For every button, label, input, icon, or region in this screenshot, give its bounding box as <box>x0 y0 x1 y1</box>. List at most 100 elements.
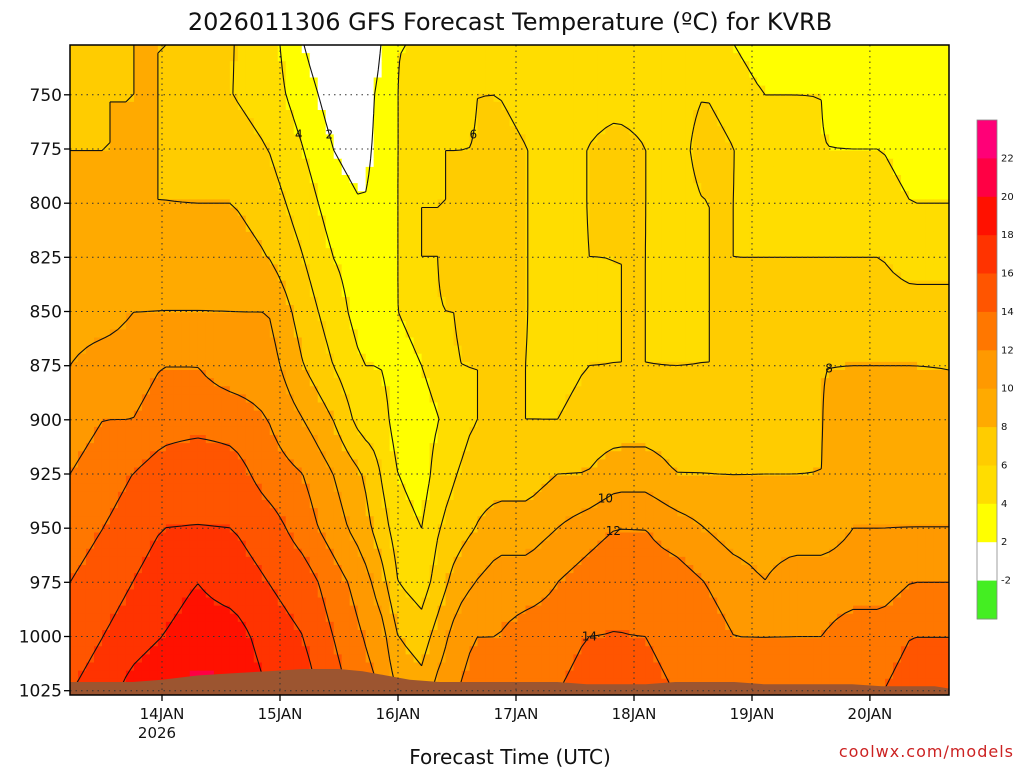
heatmap-cell <box>581 296 591 306</box>
heatmap-cell <box>773 166 782 176</box>
heatmap-cell <box>589 215 598 225</box>
heatmap-cell <box>621 248 630 257</box>
heatmap-cell <box>285 305 295 314</box>
heatmap-cell <box>837 296 846 306</box>
heatmap-cell <box>349 264 359 274</box>
heatmap-cell <box>509 272 519 282</box>
heatmap-cell <box>693 61 702 70</box>
heatmap-cell <box>941 126 949 135</box>
heatmap-cell <box>725 370 734 379</box>
heatmap-cell <box>533 77 543 87</box>
heatmap-cell <box>541 378 551 387</box>
heatmap-cell <box>821 386 830 395</box>
heatmap-cell <box>517 248 527 257</box>
heatmap-cell <box>309 345 319 355</box>
heatmap-cell <box>133 386 143 395</box>
heatmap-cell <box>221 142 231 152</box>
heatmap-cell <box>661 386 670 395</box>
heatmap-cell <box>325 370 335 379</box>
heatmap-cell <box>389 85 399 95</box>
heatmap-cell <box>421 199 431 209</box>
heatmap-cell <box>549 248 559 257</box>
heatmap-cell <box>221 378 231 387</box>
heatmap-cell <box>381 85 391 95</box>
heatmap-cell <box>893 175 902 184</box>
heatmap-cell <box>293 142 303 152</box>
heatmap-cell <box>125 134 135 144</box>
heatmap-cell <box>805 288 814 298</box>
heatmap-cell <box>70 272 79 282</box>
heatmap-cell <box>461 256 471 265</box>
heatmap-cell <box>85 240 95 249</box>
heatmap-cell <box>509 142 519 152</box>
heatmap-cell <box>797 231 806 241</box>
heatmap-cell <box>101 321 111 330</box>
heatmap-cell <box>437 329 447 339</box>
heatmap-cell <box>613 313 622 322</box>
heatmap-cell <box>293 77 303 87</box>
heatmap-cell <box>365 337 375 347</box>
heatmap-cell <box>381 93 391 103</box>
heatmap-cell <box>349 305 359 314</box>
heatmap-cell <box>517 353 527 363</box>
heatmap-cell <box>141 183 151 192</box>
heatmap-cell <box>789 166 798 176</box>
heatmap-cell <box>413 394 423 404</box>
heatmap-cell <box>445 402 455 412</box>
heatmap-cell <box>789 296 798 306</box>
heatmap-cell <box>773 85 782 95</box>
heatmap-cell <box>333 394 343 404</box>
heatmap-cell <box>589 118 598 127</box>
heatmap-cell <box>125 402 135 412</box>
heatmap-cell <box>285 158 295 168</box>
heatmap-cell <box>933 256 942 265</box>
heatmap-cell <box>421 345 431 355</box>
heatmap-cell <box>525 394 535 404</box>
heatmap-cell <box>405 134 415 144</box>
heatmap-cell <box>245 207 255 217</box>
heatmap-cell <box>309 134 319 144</box>
heatmap-cell <box>197 240 207 249</box>
heatmap-cell <box>357 305 367 314</box>
heatmap-cell <box>797 207 806 217</box>
heatmap-cell <box>277 215 287 225</box>
heatmap-cell <box>557 158 567 168</box>
heatmap-cell <box>789 345 798 355</box>
heatmap-cell <box>181 378 191 387</box>
heatmap-cell <box>861 240 870 249</box>
heatmap-cell <box>837 329 846 339</box>
heatmap-cell <box>501 370 511 379</box>
heatmap-cell <box>413 223 423 233</box>
heatmap-cell <box>749 158 758 168</box>
heatmap-cell <box>341 45 351 54</box>
heatmap-cell <box>325 394 335 404</box>
heatmap-cell <box>781 69 790 79</box>
heatmap-cell <box>181 207 191 217</box>
heatmap-cell <box>333 231 343 241</box>
heatmap-cell <box>901 118 910 127</box>
heatmap-cell <box>781 280 790 290</box>
heatmap-cell <box>141 361 151 371</box>
heatmap-cell <box>197 329 207 339</box>
heatmap-cell <box>653 191 662 200</box>
heatmap-cell <box>573 110 583 119</box>
heatmap-cell <box>613 370 622 379</box>
heatmap-cell <box>413 110 423 119</box>
heatmap-cell <box>317 53 327 62</box>
heatmap-cell <box>541 191 551 200</box>
heatmap-cell <box>717 45 726 54</box>
heatmap-cell <box>669 402 678 412</box>
heatmap-cell <box>597 353 606 363</box>
heatmap-cell <box>869 223 878 233</box>
heatmap-cell <box>749 248 758 257</box>
heatmap-cell <box>397 101 407 111</box>
heatmap-cell <box>717 207 726 217</box>
heatmap-cell <box>829 353 838 363</box>
heatmap-cell <box>509 394 519 404</box>
heatmap-cell <box>805 61 814 70</box>
heatmap-cell <box>637 142 646 152</box>
heatmap-cell <box>693 223 702 233</box>
heatmap-cell <box>453 288 463 298</box>
heatmap-cell <box>469 264 479 274</box>
heatmap-cell <box>685 158 694 168</box>
